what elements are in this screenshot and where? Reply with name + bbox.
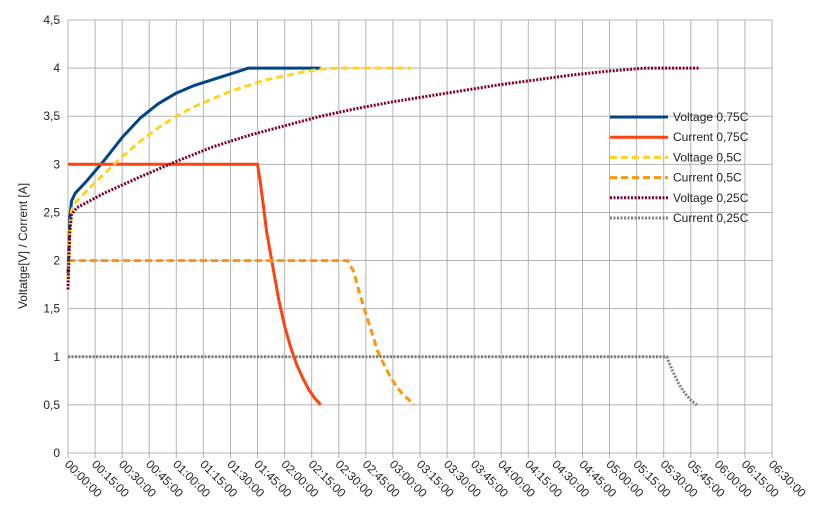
legend-label: Voltage 0,75C [673, 110, 749, 124]
series-line-2 [66, 66, 411, 280]
legend-label: Voltage 0,5C [673, 150, 742, 164]
legend-label: Voltage 0,25C [673, 191, 749, 205]
y-tick-label: 2 [53, 254, 60, 268]
y-tick-label: 4 [53, 61, 60, 75]
series-line-1 [68, 162, 322, 406]
series-line-4 [66, 66, 700, 290]
y-tick-label: 4,5 [43, 13, 60, 27]
y-axis-ticks: 0 0,5 1 1,5 2 2,5 3 3,5 4 4,5 [43, 13, 60, 460]
y-tick-label: 1,5 [43, 302, 60, 316]
y-tick-label: 0,5 [43, 398, 60, 412]
series-group [66, 66, 700, 407]
grid [67, 19, 773, 458]
series-line-5 [68, 355, 698, 407]
y-axis-label: Voltatge[V] / Corrent [A] [16, 183, 30, 309]
y-tick-label: 1 [53, 350, 60, 364]
legend: Voltage 0,75C Current 0,75C Voltage 0,5C Cu… [610, 110, 749, 225]
y-tick-label: 0 [53, 446, 60, 460]
y-tick-label: 3,5 [43, 109, 60, 123]
series-line-3 [68, 259, 416, 406]
y-tick-label: 3 [53, 157, 60, 171]
series-line-0 [66, 66, 321, 276]
y-tick-label: 2,5 [43, 205, 60, 219]
x-axis-ticks: 00:00:0000:15:0000:30:0000:45:0001:00:00… [62, 457, 809, 500]
legend-label: Current 0,5C [673, 171, 742, 185]
legend-label: Current 0,25C [673, 211, 749, 225]
legend-label: Current 0,75C [673, 130, 749, 144]
